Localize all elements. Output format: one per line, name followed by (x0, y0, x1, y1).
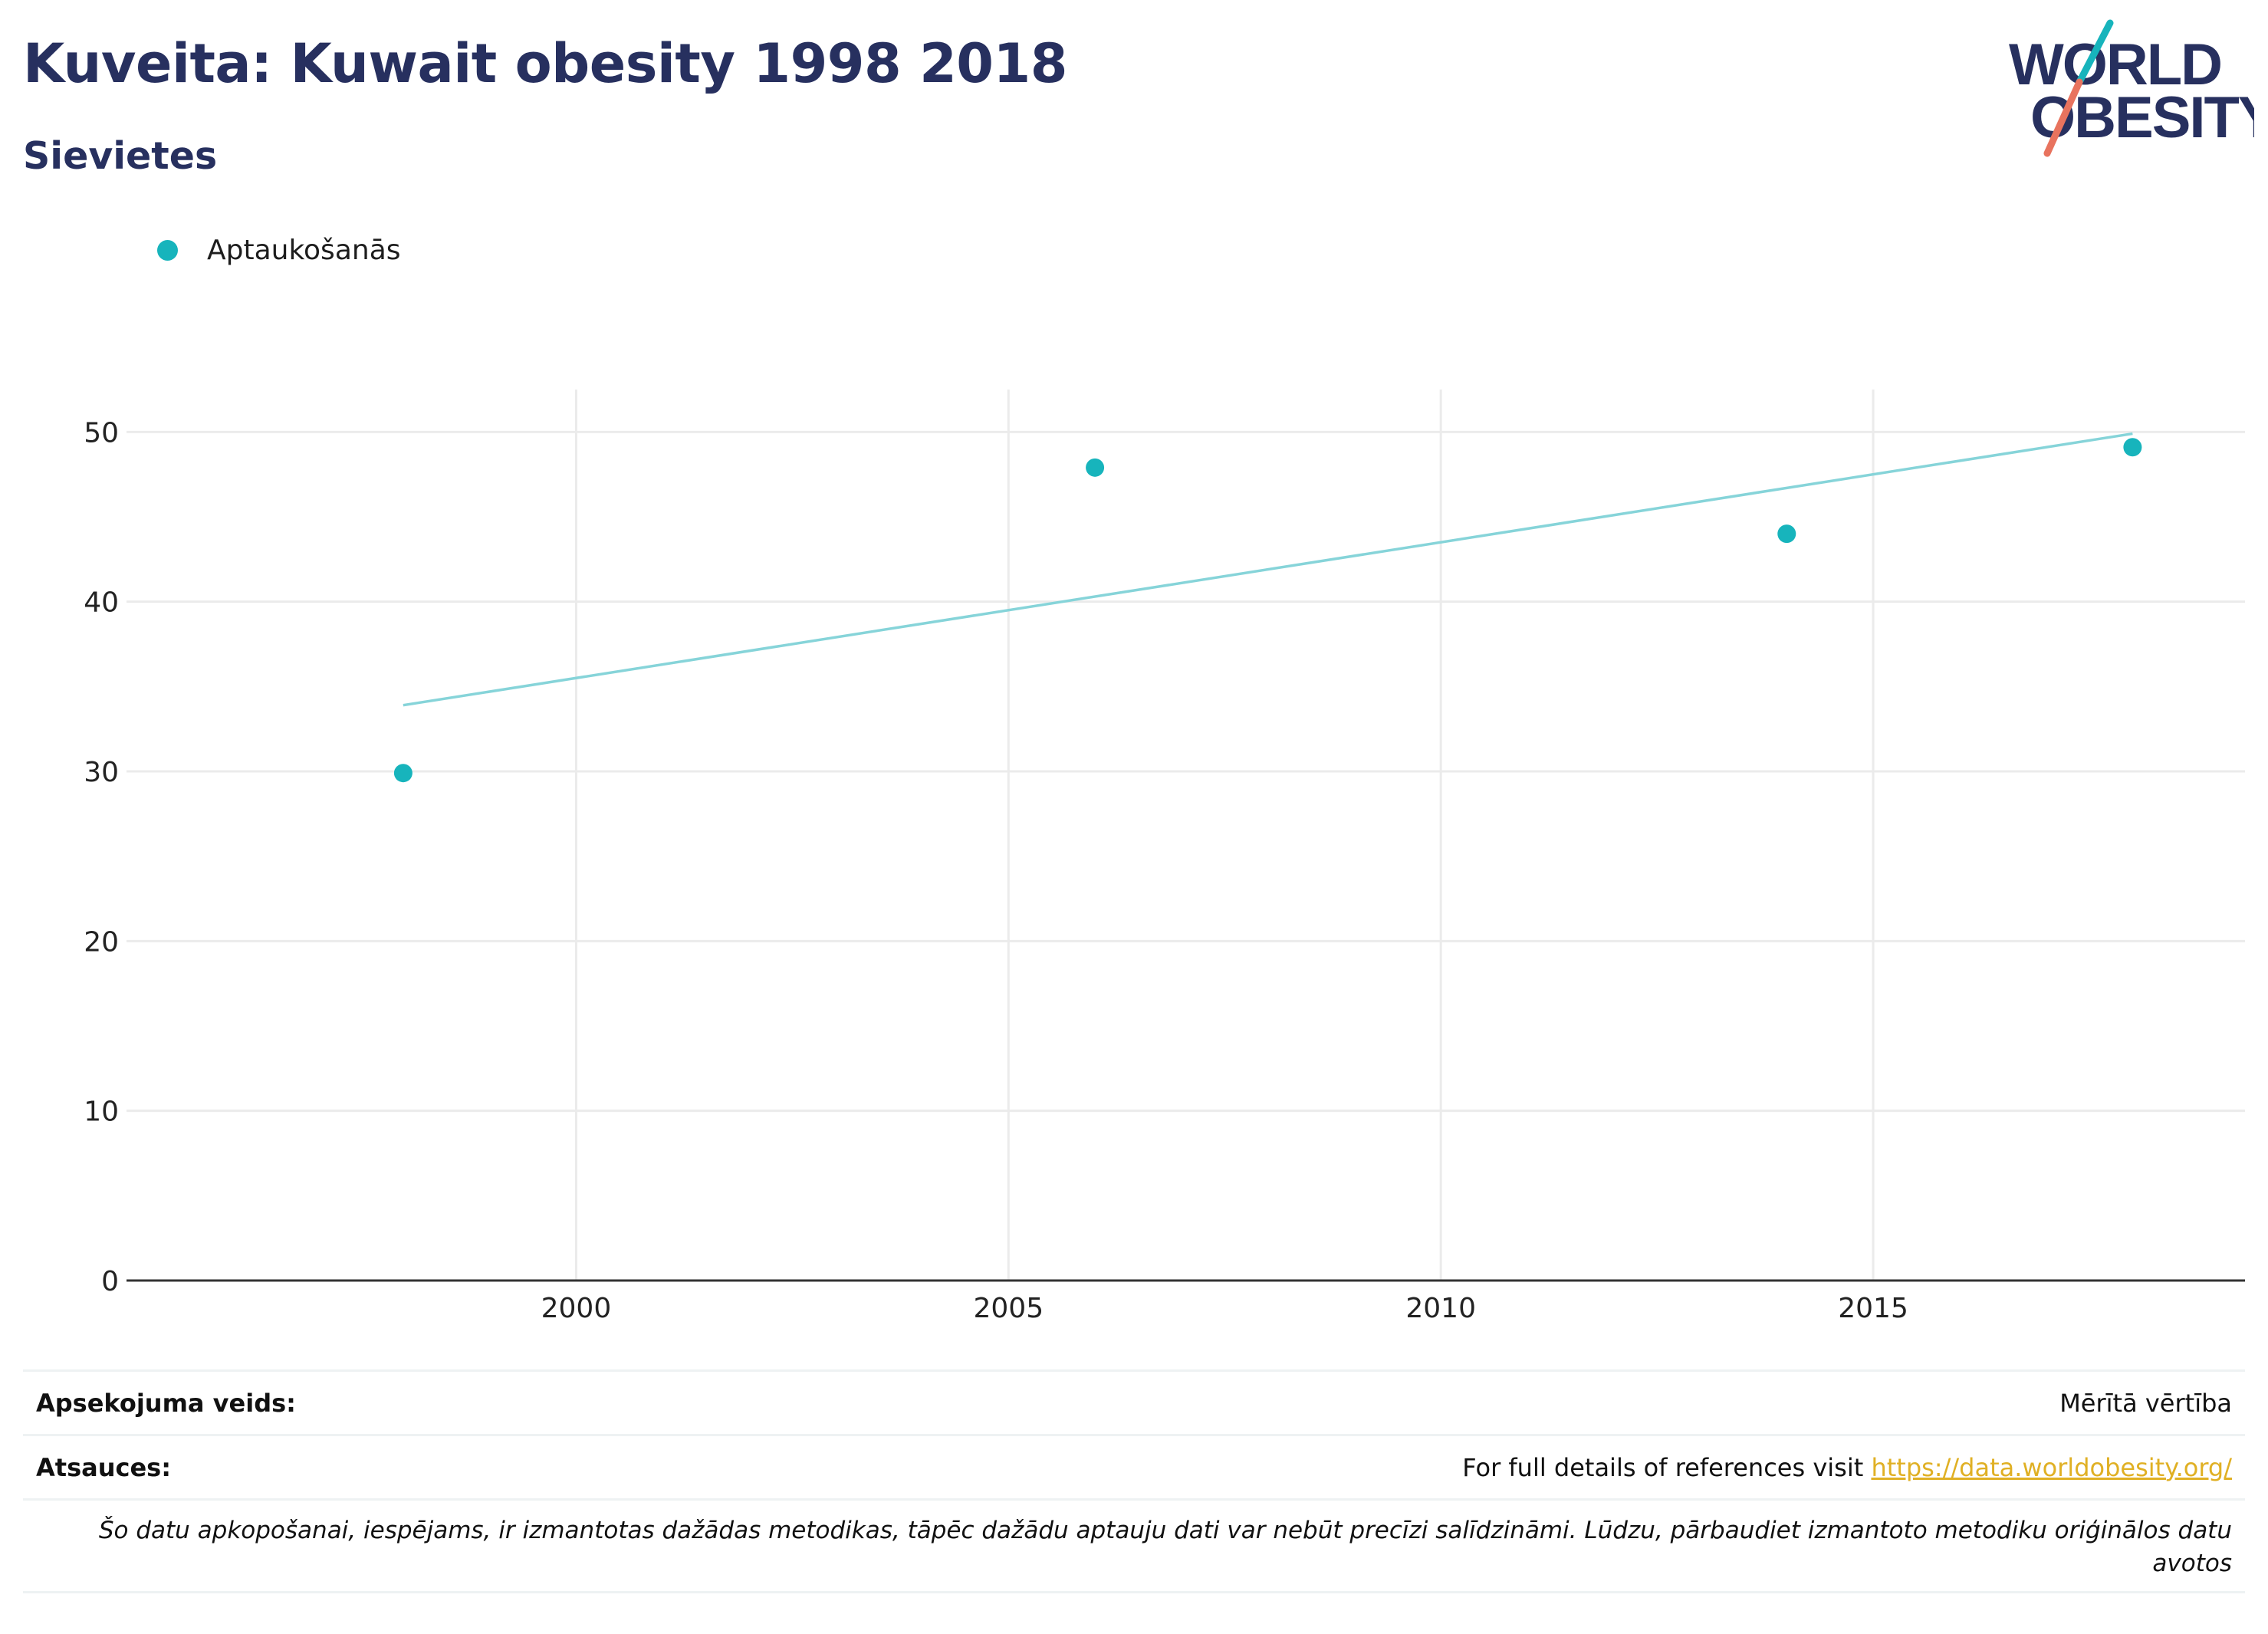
point-layer (393, 438, 2142, 783)
scatter-chart: 0 10 20 30 40 50 2000 2005 2010 2015 (84, 390, 2245, 1324)
y-tick-label: 10 (84, 1096, 119, 1128)
y-tick-label: 50 (84, 417, 119, 449)
trend-line (403, 432, 2133, 707)
x-tick-label: 2015 (1838, 1293, 1908, 1324)
references-link[interactable]: https://data.worldobesity.org/ (1871, 1452, 2232, 1482)
y-tick-label: 40 (84, 587, 119, 619)
y-tick-label: 30 (84, 757, 119, 788)
x-tick-label: 2005 (973, 1293, 1044, 1324)
logo-slash-top (2076, 19, 2114, 86)
world-obesity-logo: WORLD OBESITY (2009, 19, 2254, 157)
references-value: For full details of references visit htt… (1462, 1453, 2245, 1482)
data-point (1777, 524, 1796, 544)
chart-subtitle: Sievietes (23, 134, 218, 178)
x-tick-label: 2000 (541, 1293, 612, 1324)
data-point (393, 764, 413, 783)
axis-layer: 0 10 20 30 40 50 2000 2005 2010 2015 (84, 417, 2245, 1324)
info-table: Apsekojuma veids: Mērītā vērtība Atsauce… (23, 1369, 2245, 1593)
data-point (2123, 438, 2142, 457)
methodology-note: Šo datu apkopošanai, iespējams, ir izman… (23, 1498, 2245, 1593)
data-point (1086, 458, 1105, 477)
references-text: For full details of references visit (1462, 1452, 1864, 1482)
trend-layer (403, 432, 2133, 707)
survey-type-row: Apsekojuma veids: Mērītā vērtība (23, 1369, 2245, 1434)
references-label: Atsauces: (36, 1452, 171, 1482)
survey-type-label: Apsekojuma veids: (36, 1388, 296, 1418)
chart-legend[interactable]: Aptaukošanās (157, 227, 401, 273)
logo-slash-bottom (2043, 78, 2083, 157)
legend-label: Aptaukošanās (207, 234, 401, 266)
logo-line1: WORLD (2009, 32, 2221, 97)
grid-layer (127, 390, 2245, 1281)
chart-title: Kuveita: Kuwait obesity 1998 2018 (23, 32, 1067, 95)
y-tick-label: 0 (101, 1266, 119, 1297)
y-tick-label: 20 (84, 926, 119, 958)
references-row: Atsauces: For full details of references… (23, 1434, 2245, 1498)
logo-line2: OBESITY (2030, 85, 2254, 150)
legend-marker (157, 239, 178, 261)
survey-type-value: Mērītā vērtība (2059, 1388, 2232, 1418)
x-tick-label: 2010 (1405, 1293, 1476, 1324)
